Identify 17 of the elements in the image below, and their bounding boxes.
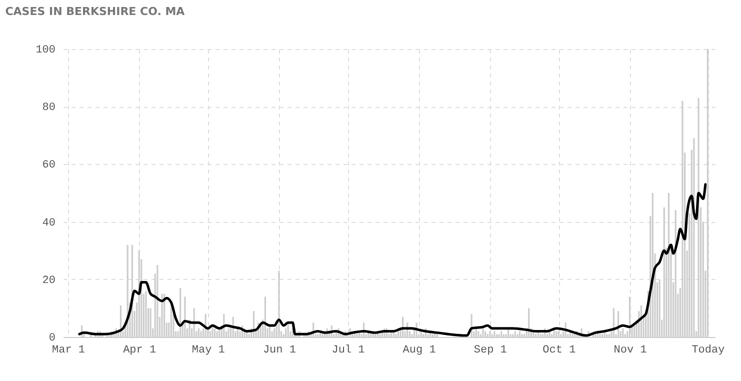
x-tick-label: Mar 1 <box>52 344 86 356</box>
x-tick-label: Jun 1 <box>262 344 296 356</box>
x-tick-label: Nov 1 <box>614 344 648 356</box>
y-tick-label: 100 <box>36 44 56 56</box>
y-tick-label: 20 <box>42 274 56 287</box>
x-tick-label: Sep 1 <box>474 344 508 356</box>
chart-title: CASES IN BERKSHIRE CO. MA <box>5 5 186 18</box>
x-tick-label: Oct 1 <box>542 344 576 356</box>
y-tick-label: 60 <box>42 160 56 172</box>
x-tick-label: Apr 1 <box>123 344 156 356</box>
x-tick-label: Today <box>692 344 726 356</box>
x-tick-label: Jul 1 <box>332 344 366 356</box>
x-tick-label: Aug 1 <box>402 344 436 356</box>
y-tick-label: 80 <box>42 102 56 114</box>
y-tick-label: 40 <box>42 217 56 230</box>
y-tick-label: 0 <box>48 332 56 344</box>
x-tick-label: May 1 <box>192 344 226 356</box>
